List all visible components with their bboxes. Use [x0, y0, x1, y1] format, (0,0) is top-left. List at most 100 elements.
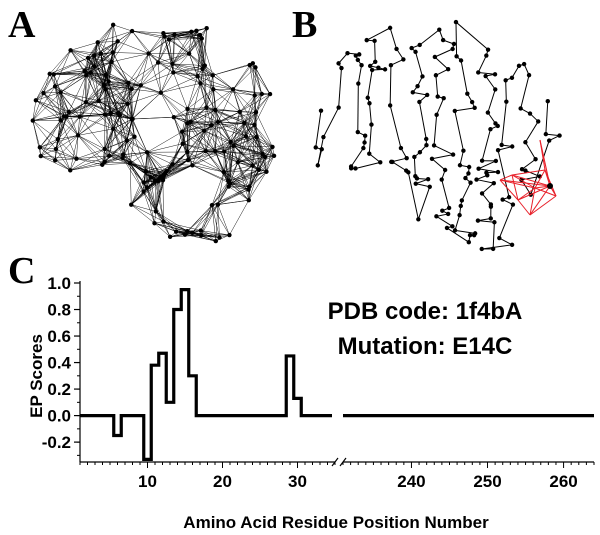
backbone-edge	[487, 89, 496, 113]
network-edge	[172, 38, 202, 65]
network-edge	[190, 121, 206, 152]
network-edge	[217, 199, 249, 205]
backbone-edge	[389, 65, 392, 106]
network-edge	[248, 171, 267, 201]
network-edge	[191, 31, 203, 69]
network-edge	[112, 128, 131, 164]
network-edge	[70, 50, 95, 67]
backbone-edge	[454, 110, 464, 151]
network-edge	[77, 102, 87, 136]
network-edge	[187, 108, 219, 123]
network-edge	[104, 112, 119, 150]
backbone-node	[545, 98, 550, 104]
network-edge	[60, 116, 80, 121]
network-node	[263, 154, 268, 160]
network-edge	[66, 102, 87, 117]
network-edge	[54, 86, 65, 117]
network-edge	[108, 81, 128, 104]
network-edge	[182, 109, 216, 132]
network-edge	[131, 88, 133, 119]
network-edge	[172, 31, 192, 65]
network-edge	[239, 111, 257, 138]
network-edge	[77, 135, 103, 165]
network-edge	[132, 116, 174, 120]
network-edge	[200, 205, 213, 231]
network-edge	[182, 130, 205, 144]
network-edge	[39, 147, 77, 159]
network-node	[166, 37, 172, 42]
backbone-node	[493, 87, 498, 92]
network-edge	[217, 186, 250, 205]
network-edge	[98, 82, 129, 101]
network-edge	[94, 66, 109, 82]
network-node	[38, 153, 44, 159]
network-edge	[77, 135, 105, 150]
network-edge	[94, 52, 113, 67]
network-edge	[90, 72, 106, 76]
network-node	[53, 146, 59, 152]
network-edge	[40, 120, 61, 157]
backbone-edge	[389, 27, 397, 50]
backbone-node	[479, 191, 485, 196]
backbone-node	[523, 168, 528, 173]
network-edge	[203, 107, 207, 131]
network-edge	[105, 88, 133, 120]
backbone-edge	[478, 71, 496, 75]
network-edge	[147, 143, 183, 153]
backbone-node	[466, 171, 471, 176]
network-edge	[172, 143, 183, 165]
network-node	[74, 156, 79, 161]
network-node	[221, 169, 227, 175]
network-edge	[190, 107, 207, 122]
network-edge	[146, 152, 163, 178]
network-edge	[32, 120, 42, 157]
backbone-node	[497, 235, 502, 241]
network-edge	[160, 83, 201, 93]
network-edge	[233, 122, 245, 146]
network-edge	[39, 147, 56, 161]
backbone-node	[413, 49, 418, 55]
network-node	[141, 180, 146, 185]
network-edge	[70, 50, 91, 73]
network-edge	[187, 130, 205, 153]
network-node	[109, 59, 114, 65]
network-edge	[190, 121, 205, 131]
backbone-node	[353, 166, 358, 171]
backbone-node	[485, 110, 491, 115]
network-node	[180, 141, 185, 146]
network-node	[253, 65, 258, 70]
network-edge	[196, 30, 203, 69]
backbone-node	[493, 158, 499, 164]
backbone-edge	[476, 179, 494, 184]
backbone-node	[315, 163, 321, 168]
backbone-node	[506, 195, 512, 200]
network-node	[185, 149, 190, 155]
network-edge	[68, 75, 87, 112]
network-edge	[134, 136, 148, 153]
network-edge	[127, 103, 133, 120]
network-edge	[49, 73, 56, 87]
network-node	[120, 155, 125, 161]
network-node	[185, 106, 190, 112]
backbone-edge	[461, 182, 472, 201]
network-edge	[157, 62, 162, 93]
network-node	[102, 159, 107, 165]
network-edge	[213, 89, 240, 113]
backbone-edge	[454, 214, 461, 231]
backbone-node	[424, 136, 429, 142]
network-edge	[228, 165, 253, 182]
backbone-edge	[524, 141, 536, 160]
network-edge	[229, 171, 267, 184]
network-node	[253, 110, 259, 115]
network-edge	[223, 165, 253, 173]
network-node	[172, 32, 177, 37]
network-edge	[32, 120, 57, 150]
backbone-edge	[499, 237, 513, 246]
network-edge	[233, 111, 241, 146]
network-edge	[255, 93, 271, 113]
network-edge	[215, 234, 230, 242]
network-edge	[85, 72, 91, 103]
network-edge	[113, 118, 133, 130]
network-edge	[132, 85, 142, 120]
network-edge	[205, 150, 238, 163]
